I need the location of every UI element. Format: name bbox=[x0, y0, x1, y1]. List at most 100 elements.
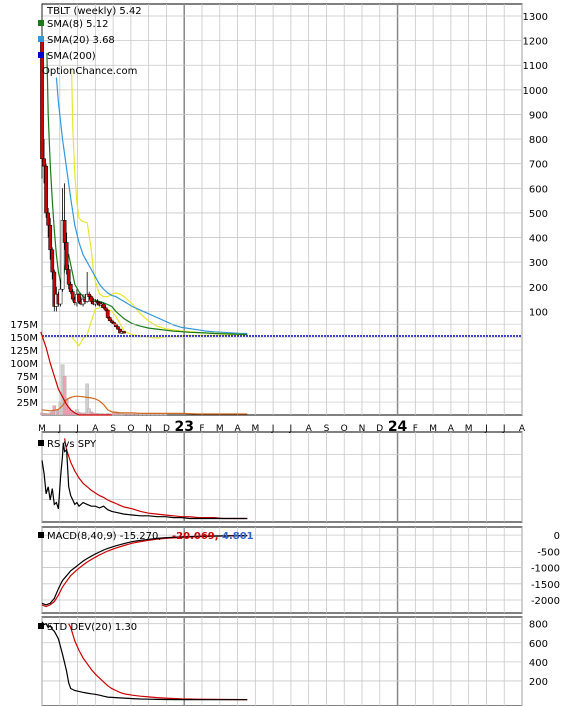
macd-tick-label: -500 bbox=[537, 547, 560, 558]
month-tick-label: F bbox=[413, 424, 418, 434]
volume-average-line bbox=[41, 395, 248, 415]
month-tick-label: J bbox=[57, 424, 61, 434]
month-tick-label: O bbox=[127, 424, 134, 434]
month-tick-label: M bbox=[38, 424, 46, 434]
candle-body bbox=[66, 269, 71, 285]
std-tick-label: 400 bbox=[529, 658, 548, 669]
price-tick-label: 900 bbox=[529, 110, 548, 121]
std-tick-label: 600 bbox=[529, 639, 548, 650]
candle-body bbox=[40, 40, 44, 160]
candle-body bbox=[116, 326, 120, 330]
price-tick-label: 1300 bbox=[523, 12, 548, 23]
candle-body bbox=[107, 317, 112, 321]
month-tick-label: D bbox=[163, 424, 170, 434]
month-tick-label: J bbox=[484, 424, 488, 434]
volume-tick-label: 175M bbox=[10, 320, 38, 331]
price-panel: 1300 1200 1100 1000 900 800 700 600 500 400 300 200… bbox=[10, 4, 548, 416]
price-tick-label: 700 bbox=[529, 160, 548, 171]
volume-bar bbox=[62, 375, 67, 416]
volume-bar bbox=[134, 413, 139, 416]
candle-body bbox=[105, 309, 110, 318]
std-tick-label: 800 bbox=[529, 620, 548, 631]
macd-tick-label: -1500 bbox=[531, 580, 560, 591]
candle-body bbox=[64, 242, 69, 270]
macd-legend: MACD(8,40,9) -15.270, -20.069, 4.801 bbox=[38, 531, 254, 542]
month-tick-label: J bbox=[75, 424, 79, 434]
volume-tick-label: 100M bbox=[10, 359, 38, 370]
ticker-label: TBLT (weekly) 5.42 bbox=[46, 6, 142, 17]
month-tick-label: 23 bbox=[174, 419, 193, 435]
price-tick-label: 1100 bbox=[523, 61, 548, 72]
volume-bar bbox=[146, 414, 151, 416]
price-tick-label: 300 bbox=[529, 258, 548, 269]
rs-legend-swatch bbox=[38, 440, 44, 446]
candle-body bbox=[85, 293, 90, 302]
volume-tick-label: 150M bbox=[10, 333, 38, 344]
sma200-legend-label: SMA(200) bbox=[47, 51, 96, 62]
price-tick-label: 600 bbox=[529, 184, 548, 195]
rs-legend: RS vs SPY bbox=[38, 439, 97, 450]
volume-tick-label: 50M bbox=[17, 385, 38, 396]
month-tick-label: F bbox=[199, 424, 204, 434]
candle-body bbox=[118, 328, 122, 334]
candle-body bbox=[50, 249, 55, 273]
month-tick-label: M bbox=[216, 424, 224, 434]
price-legend: TBLT (weekly) 5.42 SMA(8) 5.12 SMA(20) 3… bbox=[38, 6, 142, 77]
candle-body bbox=[89, 296, 94, 302]
price-tick-label: 1000 bbox=[523, 86, 548, 97]
rs-black-line bbox=[41, 442, 248, 520]
price-tick-label: 800 bbox=[529, 135, 548, 146]
macd-panel: 0 -500 -1000 -1500 -2000 bbox=[41, 531, 560, 608]
month-tick-label: J bbox=[502, 424, 506, 434]
sma8-legend-label: SMA(8) 5.12 bbox=[47, 19, 108, 30]
sma20-line bbox=[55, 77, 248, 335]
volume-bar bbox=[159, 414, 163, 416]
candle-body bbox=[70, 291, 75, 300]
month-tick-label: M bbox=[465, 424, 473, 434]
sma200-legend-swatch bbox=[38, 52, 44, 58]
grid-layer: M J J A S O N D 23 F M A M J J A S O N D 24 F M A M J J A bbox=[38, 3, 526, 706]
macd-value-hist: 4.801 bbox=[222, 531, 254, 542]
candle-body bbox=[52, 271, 57, 307]
month-tick-label: A bbox=[448, 424, 455, 434]
month-tick-label: S bbox=[324, 424, 330, 434]
month-tick-label: N bbox=[145, 424, 152, 434]
month-tick-label: A bbox=[92, 424, 99, 434]
candle-body bbox=[68, 284, 73, 292]
std-legend-swatch bbox=[38, 623, 44, 629]
bollinger-upper-line bbox=[71, 70, 248, 335]
month-tick-label: N bbox=[359, 424, 366, 434]
volume-bar bbox=[126, 413, 130, 416]
candle-body bbox=[87, 293, 92, 297]
volume-bar bbox=[142, 414, 147, 416]
macd-value-signal: -20.069, bbox=[172, 531, 219, 542]
volume-bar bbox=[163, 414, 167, 416]
month-tick-label: J bbox=[271, 424, 275, 434]
candle-body bbox=[48, 224, 53, 251]
candle-body bbox=[58, 288, 63, 305]
volume-tick-label: 25M bbox=[17, 398, 38, 409]
sma20-legend-swatch bbox=[38, 36, 44, 42]
volume-tick-label: 75M bbox=[17, 372, 38, 383]
candle-body bbox=[44, 165, 48, 214]
macd-signal-line bbox=[41, 535, 248, 608]
price-tick-label: 100 bbox=[529, 307, 548, 318]
price-tick-label: 1200 bbox=[523, 37, 548, 48]
price-tick-label: 500 bbox=[529, 209, 548, 220]
volume-tick-label: 125M bbox=[10, 346, 38, 357]
candle-body bbox=[46, 212, 51, 226]
volume-bar bbox=[122, 413, 126, 416]
volume-bar bbox=[155, 414, 159, 416]
volume-bar bbox=[138, 414, 143, 416]
rs-red-line bbox=[64, 438, 248, 520]
std-red-line bbox=[68, 623, 248, 701]
month-tick-label: A bbox=[519, 424, 526, 434]
candle-body bbox=[42, 158, 46, 167]
price-tick-label: 400 bbox=[529, 234, 548, 245]
month-tick-label: M bbox=[251, 424, 259, 434]
volume-red-line bbox=[40, 331, 112, 416]
price-tick-label: 200 bbox=[529, 283, 548, 294]
month-tick-label: A bbox=[306, 424, 313, 434]
sma8-legend-swatch bbox=[38, 20, 44, 26]
